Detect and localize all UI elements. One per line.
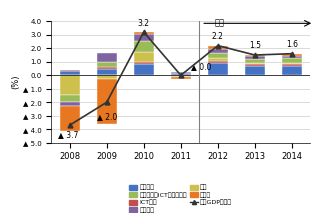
Text: 1.5: 1.5 <box>249 41 261 50</box>
Bar <box>97 75 117 79</box>
Bar <box>97 62 117 67</box>
Bar <box>133 65 154 75</box>
Text: 3.2: 3.2 <box>138 19 150 28</box>
Bar <box>171 72 191 73</box>
Legend: 民間消費, 設備投資（ICT投資除く）, ICT投資, 政府部門, 外需, その他, 実質GDP成長率: 民間消費, 設備投資（ICT投資除く）, ICT投資, 政府部門, 外需, その… <box>127 182 235 213</box>
Bar <box>245 66 265 75</box>
Text: 2.2: 2.2 <box>212 32 224 41</box>
Bar <box>208 58 228 61</box>
Bar <box>97 69 117 75</box>
Bar <box>208 46 228 49</box>
Bar <box>97 67 117 69</box>
Bar <box>133 41 154 52</box>
Bar <box>133 32 154 34</box>
Bar <box>97 53 117 62</box>
Bar <box>97 79 117 124</box>
Text: ▲ 0.0: ▲ 0.0 <box>191 62 212 71</box>
Bar <box>208 53 228 58</box>
Bar <box>133 34 154 41</box>
Bar <box>245 55 265 56</box>
Bar <box>282 56 302 58</box>
Bar <box>282 54 302 56</box>
Bar <box>245 63 265 65</box>
Bar <box>133 62 154 65</box>
Bar <box>60 70 80 71</box>
Bar <box>282 58 302 63</box>
Bar <box>245 59 265 63</box>
Text: 1.6: 1.6 <box>286 40 298 49</box>
Bar <box>245 65 265 66</box>
Bar <box>171 77 191 79</box>
Bar <box>208 63 228 75</box>
Bar <box>282 63 302 65</box>
Bar <box>133 52 154 62</box>
Bar <box>60 75 80 95</box>
Bar <box>282 65 302 66</box>
Y-axis label: (%): (%) <box>11 75 20 89</box>
Bar <box>245 56 265 59</box>
Text: ▲ 2.0: ▲ 2.0 <box>97 112 117 121</box>
Bar <box>60 71 80 75</box>
Bar <box>282 66 302 75</box>
Text: 予測: 予測 <box>214 19 224 28</box>
Bar <box>208 61 228 63</box>
Bar <box>208 49 228 53</box>
Bar <box>60 106 80 131</box>
Text: ▲ 3.7: ▲ 3.7 <box>58 130 78 139</box>
Bar <box>171 75 191 77</box>
Bar <box>60 102 80 106</box>
Bar <box>171 73 191 75</box>
Bar <box>60 95 80 102</box>
